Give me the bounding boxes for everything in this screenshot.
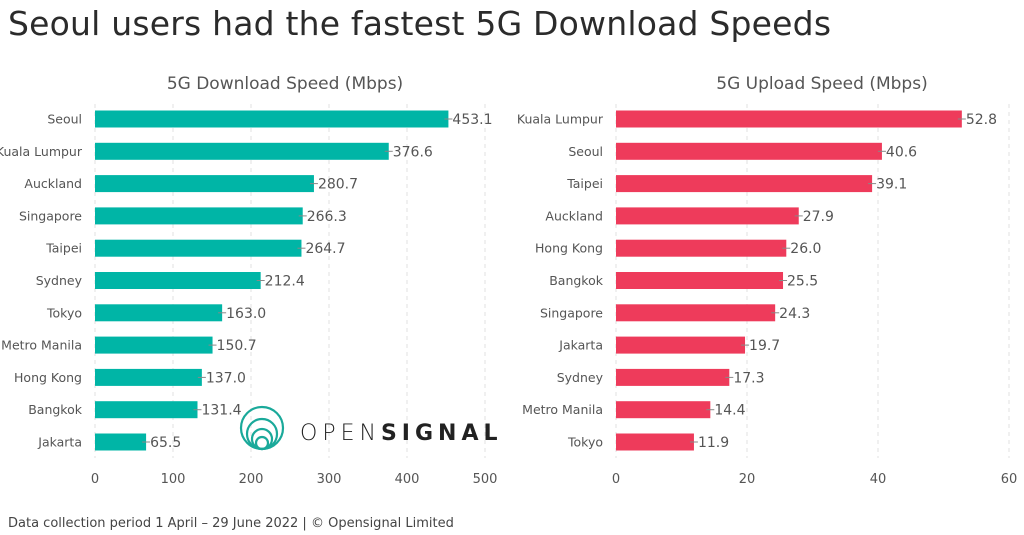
category-label: Bangkok	[549, 273, 604, 288]
bar	[616, 110, 962, 128]
x-tick-label: 300	[317, 472, 342, 487]
bar	[616, 239, 787, 257]
category-label: Auckland	[24, 176, 82, 191]
chart-title: 5G Download Speed (Mbps)	[167, 74, 403, 94]
data-label: 14.4	[714, 403, 745, 419]
category-label: Sydney	[36, 273, 83, 288]
category-label: Seoul	[47, 112, 82, 127]
category-label: Jakarta	[37, 435, 82, 450]
x-tick-label: 200	[239, 472, 264, 487]
data-label: 39.1	[876, 177, 907, 193]
logo-text: OPENSIGNAL	[300, 421, 503, 446]
footer-note: Data collection period 1 April – 29 June…	[8, 516, 454, 531]
data-label: 11.9	[698, 435, 729, 451]
category-label: Bangkok	[28, 402, 83, 417]
chart-title: 5G Upload Speed (Mbps)	[716, 74, 927, 94]
bar	[95, 110, 449, 128]
bar	[95, 433, 147, 451]
bar	[95, 368, 202, 386]
data-label: 376.6	[393, 144, 433, 160]
category-label: Auckland	[545, 208, 603, 223]
data-label: 280.7	[318, 177, 358, 193]
x-tick-label: 40	[870, 472, 887, 487]
bar	[616, 304, 776, 322]
category-label: Sydney	[557, 370, 604, 385]
data-label: 131.4	[201, 403, 241, 419]
bar	[616, 207, 799, 225]
bar	[95, 207, 303, 225]
data-label: 52.8	[966, 112, 997, 128]
bar	[616, 433, 694, 451]
category-label: Singapore	[19, 208, 82, 223]
category-label: Hong Kong	[535, 241, 603, 256]
data-label: 19.7	[749, 338, 780, 354]
category-label: Metro Manila	[522, 402, 603, 417]
category-label: Kuala Lumpur	[517, 112, 604, 127]
category-label: Metro Manila	[1, 338, 82, 353]
bar	[95, 336, 213, 354]
x-tick-label: 100	[161, 472, 186, 487]
data-label: 264.7	[305, 241, 345, 257]
category-label: Tokyo	[567, 435, 603, 450]
bar	[95, 239, 302, 257]
x-tick-label: 400	[395, 472, 420, 487]
data-label: 17.3	[733, 370, 764, 386]
data-label: 26.0	[790, 241, 821, 257]
opensignal-logo-icon	[239, 405, 285, 451]
data-label: 24.3	[779, 306, 810, 322]
bar	[616, 336, 746, 354]
data-label: 137.0	[206, 370, 246, 386]
bar	[95, 272, 261, 289]
page-title: Seoul users had the fastest 5G Download …	[8, 4, 832, 43]
bar	[95, 304, 223, 322]
bar	[616, 272, 784, 289]
x-tick-label: 0	[91, 472, 99, 487]
category-label: Seoul	[568, 144, 603, 159]
data-label: 65.5	[150, 435, 181, 451]
data-label: 212.4	[265, 274, 305, 290]
data-label: 25.5	[787, 274, 818, 290]
x-tick-label: 20	[739, 472, 756, 487]
bar	[95, 175, 314, 193]
download-speed-chart: 5G Download Speed (Mbps) 0 100 200 300 400 500…	[0, 74, 497, 487]
category-label: Hong Kong	[14, 370, 82, 385]
x-tick-label: 500	[473, 472, 498, 487]
data-label: 150.7	[217, 338, 257, 354]
category-label: Taipei	[566, 176, 603, 191]
x-tick-label: 0	[612, 472, 620, 487]
category-label: Tokyo	[46, 305, 82, 320]
bar	[616, 175, 873, 193]
data-label: 40.6	[886, 144, 917, 160]
category-label: Singapore	[540, 305, 603, 320]
bar	[616, 142, 882, 160]
category-label: Kuala Lumpur	[0, 144, 83, 159]
data-label: 453.1	[452, 112, 492, 128]
bar	[616, 368, 730, 386]
category-label: Taipei	[45, 241, 82, 256]
bar	[95, 401, 198, 419]
x-tick-label: 60	[1001, 472, 1018, 487]
bar	[616, 401, 711, 419]
category-label: Jakarta	[558, 338, 603, 353]
data-label: 27.9	[803, 209, 834, 225]
data-label: 163.0	[226, 306, 266, 322]
upload-speed-chart: 5G Upload Speed (Mbps) 0 20 40 60 Kuala Lumpu…	[517, 74, 1017, 487]
bar	[95, 142, 389, 160]
data-label: 266.3	[307, 209, 347, 225]
opensignal-logo: OPENSIGNAL	[239, 405, 503, 451]
